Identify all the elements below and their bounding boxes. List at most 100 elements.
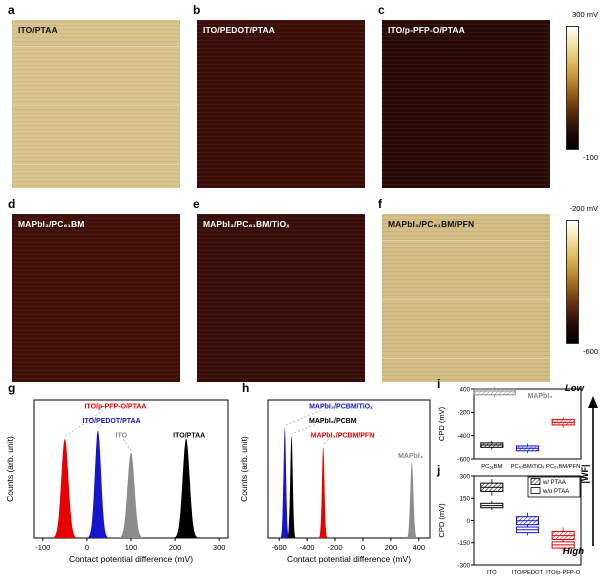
x-axis-title: Contact potential difference (mV) (287, 554, 411, 564)
series-label: MAPbI₃/PCBM (309, 418, 357, 425)
hist-peak (319, 446, 328, 538)
y-tick-label: 150 (459, 496, 470, 503)
panel-letter-j: j (437, 463, 441, 477)
legend-swatch (530, 478, 541, 485)
histogram-cpd-htl: -100 0 100 200 300 Contact potential differen… (5, 399, 229, 564)
y-tick-label: 400 (459, 386, 470, 393)
panel-letter-f: f (378, 197, 382, 211)
series-label: ITO (116, 432, 128, 439)
box (473, 388, 516, 396)
hist-peak (280, 427, 289, 538)
low-wf-label: Low (565, 383, 584, 394)
high-wf-label: High (562, 546, 584, 557)
sample-label: MAPbI₃/PC₆₁BM (18, 219, 85, 229)
panel-letter-g: g (8, 381, 16, 395)
series-label: MAPbI₃/PCBM/TiOₓ (309, 403, 373, 410)
scan-streaks (12, 20, 180, 188)
scan-line-texture (382, 214, 550, 382)
series-label: MAPbI₃ (398, 453, 423, 460)
y-tick-label: 0 (466, 518, 470, 525)
legend-box (527, 476, 581, 498)
series-label: ITO/PEDOT/PTAA (83, 418, 141, 425)
panel-letter-i: i (437, 377, 441, 391)
series-label: ITO/p-PFP-O/PTAA (84, 403, 146, 410)
y-axis-title: Counts (arb. unit) (239, 436, 249, 502)
kpfm-map-ito-ptaa: ITO/PTAA (12, 20, 180, 188)
panel-letter-a: a (8, 3, 15, 17)
sample-label: ITO/p-PFP-O/PTAA (388, 25, 465, 35)
x-tick-label: 0 (361, 543, 365, 552)
panel-letter-d: d (8, 197, 16, 211)
sample-label: ITO/PTAA (18, 25, 58, 35)
y-axis-title: Counts (arb. unit) (5, 436, 15, 502)
category-label: PC₆₁BM/TiOₓ (511, 464, 545, 470)
hist-peak (287, 435, 296, 538)
x-tick-label: 400 (413, 543, 426, 552)
panel-letter-e: e (193, 197, 200, 211)
scan-line-texture (382, 20, 550, 188)
y-tick-label: -150 (457, 540, 470, 547)
boxplot-cpd-etl: 400 -200 -400 -600 CPD (mV) PC₆₁BM PC₆₁BM/TiOₓ… (437, 386, 582, 470)
x-tick-label: 0 (85, 543, 89, 552)
legend-label: w/o PTAA (542, 489, 569, 495)
colorbar1 (566, 26, 579, 150)
leader-line (322, 438, 329, 446)
panel-letter-c: c (378, 3, 385, 17)
kpfm-map-mapbi3-pcbm: MAPbI₃/PC₆₁BM (12, 214, 180, 382)
x-tick-label: 200 (385, 543, 398, 552)
y-axis-title: CPD (mV) (437, 406, 446, 441)
y-tick-label: -400 (457, 433, 470, 440)
plot-frame (267, 399, 431, 539)
colorbar2-min-label: -600 (582, 347, 598, 356)
leader-line (97, 424, 102, 429)
series-label: MAPbI₃/PCBM/PFN (311, 432, 375, 439)
x-axis-title: Contact potential difference (mV) (69, 554, 193, 564)
y-axis-title: CPD (mV) (437, 503, 446, 538)
kpfm-map-ito-pedot-ptaa: ITO/PEDOT/PTAA (197, 20, 365, 188)
x-tick-label: 200 (169, 543, 182, 552)
sample-label: MAPbI₃/PC₆₁BM/TiOₓ (203, 219, 290, 229)
y-tick-label: -200 (457, 410, 470, 417)
colorbar1-min-label: -100 (582, 153, 598, 162)
hist-peak (174, 438, 198, 538)
kpfm-map-ito-pfpo-ptaa: ITO/p-PFP-O/PTAA (382, 20, 550, 188)
category-label: PC₆₁BM/PFN (546, 464, 580, 470)
annotation-label: MAPbI₃ (528, 393, 553, 400)
arrowhead-up-icon (588, 396, 598, 408)
x-tick-label: -100 (35, 543, 50, 552)
category-label: ITO/p-PFP-O (546, 570, 581, 576)
scan-line-texture (197, 20, 365, 188)
colorbar2 (566, 220, 579, 344)
x-tick-label: 300 (213, 543, 226, 552)
sample-label: ITO/PEDOT/PTAA (203, 25, 275, 35)
colorbar1-max-label: 300 mV (572, 10, 598, 19)
hist-peak (406, 462, 417, 538)
category-label: ITO/PEDOT (512, 570, 544, 576)
panel-letter-b: b (193, 3, 201, 17)
y-tick-label: -300 (457, 562, 470, 569)
scan-line-texture (12, 20, 180, 188)
y-tick-label: -600 (457, 456, 470, 463)
leader-line (284, 409, 322, 426)
x-tick-label: -200 (328, 543, 343, 552)
x-tick-label: -400 (300, 543, 315, 552)
y-tick-label: 300 (459, 473, 470, 480)
legend-swatch (530, 487, 541, 494)
sample-label: MAPbI₃/PC₆₁BM/PFN (388, 219, 475, 229)
leader-line (291, 424, 315, 435)
x-tick-label: -600 (272, 543, 287, 552)
panel-letter-h: h (242, 381, 250, 395)
kpfm-map-mapbi3-pcbm-tiox: MAPbI₃/PC₆₁BM/TiOₓ (197, 214, 365, 382)
colorbar2-max-label: -200 mV (569, 204, 598, 213)
category-label: PC₆₁BM (481, 464, 502, 470)
boxplot-cpd-htl: 300 150 0 -150 -300 CPD (mV) ITO ITO/PEDOT ITO/p… (437, 473, 582, 576)
legend-label: w/ PTAA (542, 480, 566, 486)
hist-peak (119, 452, 143, 538)
wf-axis-label: |WF| (580, 464, 590, 483)
x-tick-label: 100 (125, 543, 138, 552)
hist-peak (88, 430, 108, 538)
scan-line-texture (12, 214, 180, 382)
wf-direction-arrow: |WF| (580, 396, 598, 546)
